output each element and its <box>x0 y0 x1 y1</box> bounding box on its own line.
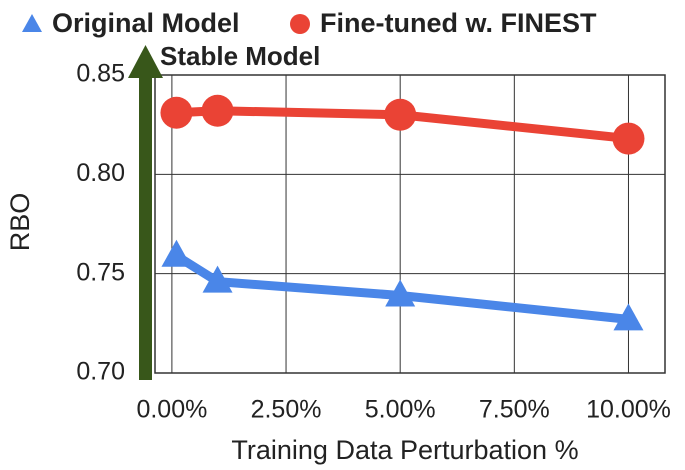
data-point <box>612 122 645 155</box>
legend-label: Original Model <box>52 8 240 38</box>
arrow-shaft <box>139 72 152 380</box>
y-tick-label: 0.85 <box>76 60 125 88</box>
x-tick-label: 7.50% <box>479 396 550 424</box>
x-axis-label: Training Data Perturbation % <box>231 435 578 465</box>
data-point <box>385 279 416 307</box>
data-point <box>160 96 193 129</box>
legend-label: Fine-tuned w. FINEST <box>320 8 597 38</box>
data-point <box>202 265 233 293</box>
annotation: Stable Model <box>160 41 320 71</box>
series-line <box>174 251 629 324</box>
data-point <box>201 94 234 127</box>
legend-marker <box>22 14 42 32</box>
legend-marker <box>290 14 310 34</box>
y-tick-label: 0.70 <box>76 358 125 386</box>
y-tick-label: 0.80 <box>76 159 125 187</box>
y-axis-label: RBO <box>5 193 35 252</box>
y-tick-label: 0.75 <box>76 258 125 286</box>
data-point <box>161 239 192 267</box>
x-tick-label: 10.00% <box>586 396 671 424</box>
data-point <box>613 303 644 331</box>
series-line <box>176 106 629 144</box>
x-tick-label: 0.00% <box>136 396 207 424</box>
x-tick-label: 5.00% <box>365 396 436 424</box>
arrow-head <box>128 45 163 78</box>
x-tick-label: 2.50% <box>251 396 322 424</box>
plot-frame <box>154 74 666 374</box>
data-point <box>384 98 417 131</box>
